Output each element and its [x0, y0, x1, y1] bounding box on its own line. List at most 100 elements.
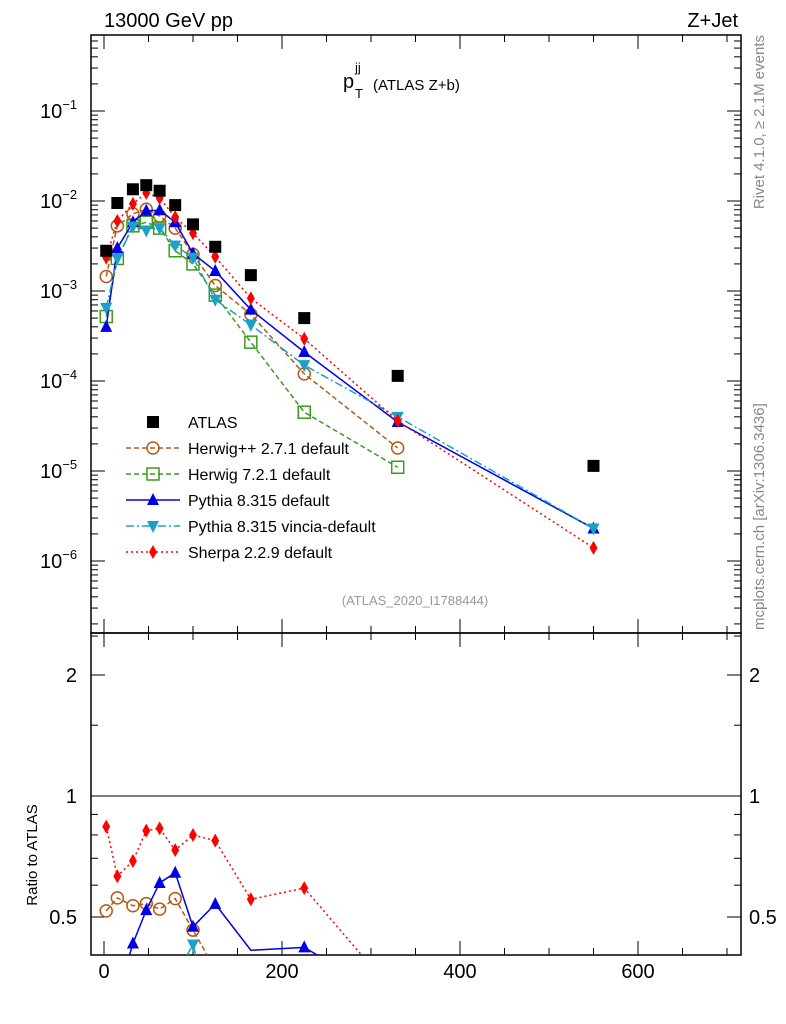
ratio-point-herwig-2-7-1-default: [99, 904, 113, 918]
ratio-tick-label: 0.5: [49, 907, 77, 929]
data-point-pythia-8-315-vincia-default: [209, 294, 222, 307]
x-tick-label: 600: [621, 961, 654, 983]
series-line-sherpa-2-2-9-default: [105, 192, 594, 549]
ratio-point-pythia-8-315-default: [153, 875, 166, 888]
series-line-pythia-8-315-default: [105, 209, 594, 530]
data-point-atlas: [587, 459, 600, 472]
legend-marker-pythia-8-315-vincia-default: [147, 521, 159, 533]
data-point-pythia-8-315-default: [111, 241, 124, 254]
ratio-tick-label: 1: [749, 786, 760, 808]
ratio-point-sherpa-2-2-9-default: [246, 892, 255, 907]
data-point-atlas: [111, 197, 124, 210]
ratio-tick-label: 1: [66, 786, 77, 808]
side-mcplots: mcplots.cern.ch [arXiv:1306.3436]: [751, 403, 768, 630]
data-point-sherpa-2-2-9-default: [113, 213, 122, 228]
data-point-sherpa-2-2-9-default: [300, 331, 309, 346]
ratio-line-sherpa-2-2-9-default: [105, 826, 363, 955]
data-point-pythia-8-315-vincia-default: [169, 240, 182, 253]
ratio-point-herwig-2-7-1-default: [152, 902, 167, 916]
header-left: 13000 GeV pp: [104, 10, 233, 32]
legend-label: Sherpa 2.2.9 default: [188, 545, 333, 562]
legend-marker-pythia-8-315-default: [147, 493, 159, 505]
y-tick-label: 10−4: [40, 367, 77, 393]
data-point-herwig-2-7-1-default: [390, 441, 405, 455]
legend-label: Pythia 8.315 default: [188, 493, 330, 510]
title-rest: (ATLAS Z+b): [373, 77, 460, 94]
x-tick-label: 400: [443, 961, 476, 983]
data-point-atlas: [298, 312, 311, 325]
ratio-ylabel: Ratio to ATLAS: [24, 804, 41, 905]
ratio-point-herwig-2-7-1-default: [126, 898, 140, 913]
legend-marker-herwig-7-2-1-default: [146, 467, 160, 481]
ratio-point-sherpa-2-2-9-default: [102, 819, 111, 834]
legend-label: ATLAS: [188, 415, 238, 432]
axes: [90, 34, 742, 956]
data-point-pythia-8-315-vincia-default: [126, 221, 139, 234]
series-line-herwig-7-2-1-default: [105, 221, 399, 468]
ratio-point-sherpa-2-2-9-default: [155, 821, 164, 836]
data-point-herwig-7-2-1-default: [297, 405, 311, 419]
ratio-point-pythia-8-315-default: [140, 903, 153, 916]
data-point-pythia-8-315-vincia-default: [244, 319, 257, 332]
ratio-point-pythia-8-315-default: [209, 896, 222, 909]
ratio-point-sherpa-2-2-9-default: [211, 833, 220, 848]
title-main: p: [343, 71, 354, 93]
data-point-herwig-2-7-1-default: [99, 269, 113, 284]
ratio-tick-labels: 2 1 0.5 2 1 0.5: [49, 665, 777, 929]
ratio-point-pythia-8-315-default: [298, 940, 311, 953]
data-point-sherpa-2-2-9-default: [211, 249, 220, 264]
data-point-atlas: [153, 184, 166, 197]
y-tick-label: 10−6: [40, 547, 77, 573]
svg-text:p: p: [343, 71, 354, 93]
data-point-sherpa-2-2-9-default: [128, 196, 137, 211]
data-point-atlas: [126, 183, 139, 196]
data-point-pythia-8-315-default: [100, 319, 113, 332]
data-point-pythia-8-315-vincia-default: [140, 225, 153, 238]
title-sub: T: [355, 86, 363, 101]
legend-label: Herwig 7.2.1 default: [188, 467, 331, 484]
ratio-point-sherpa-2-2-9-default: [189, 827, 197, 842]
data-point-herwig-7-2-1-default: [244, 335, 258, 349]
data-point-herwig-7-2-1-default: [390, 460, 405, 475]
y-tick-label: 10−5: [40, 457, 77, 483]
data-point-pythia-8-315-vincia-default: [100, 302, 113, 315]
ratio-tick-label: 0.5: [749, 907, 777, 929]
ratio-point-sherpa-2-2-9-default: [142, 823, 151, 838]
data-point-pythia-8-315-default: [140, 203, 153, 216]
data-point-pythia-8-315-default: [153, 203, 166, 216]
data-point-pythia-8-315-default: [209, 263, 222, 276]
ratio-point-sherpa-2-2-9-default: [113, 869, 122, 884]
data-point-atlas: [391, 369, 404, 382]
ratio-plot-marks: [99, 819, 363, 955]
ratio-line-herwig-2-7-1-default: [105, 896, 208, 955]
data-point-atlas: [140, 179, 153, 192]
data-point-atlas: [187, 218, 199, 231]
legend-label: Pythia 8.315 vincia-default: [188, 519, 376, 536]
title-sup: jj: [354, 60, 361, 75]
y-tick-labels: 10−1 10−2 10−3 10−4 10−5 10−6: [40, 97, 77, 573]
ratio-point-herwig-2-7-1-default: [110, 891, 125, 905]
data-point-atlas: [209, 240, 222, 253]
data-point-pythia-8-315-vincia-default: [298, 360, 311, 373]
series-line-pythia-8-315-vincia-default: [105, 225, 594, 530]
data-point-pythia-8-315-vincia-default: [111, 253, 124, 266]
data-point-pythia-8-315-default: [298, 345, 311, 358]
legend-marker-herwig-2-7-1-default: [146, 441, 160, 455]
plot-title: p jj T (ATLAS Z+b): [343, 60, 460, 101]
ratio-tick-label: 2: [66, 665, 77, 687]
ratio-tick-label: 2: [749, 665, 760, 687]
legend-marker-sherpa-2-2-9-default: [149, 545, 157, 559]
y-tick-label: 10−1: [40, 97, 77, 123]
data-point-atlas: [169, 199, 182, 212]
ratio-point-herwig-2-7-1-default: [168, 891, 182, 906]
data-point-pythia-8-315-vincia-default: [153, 223, 166, 236]
data-point-sherpa-2-2-9-default: [589, 540, 598, 555]
data-point-atlas: [244, 269, 257, 282]
data-point-pythia-8-315-default: [244, 302, 257, 315]
legend-marker-atlas: [147, 416, 159, 428]
x-tick-label: 0: [98, 961, 109, 983]
side-rivet: Rivet 4.1.0, ≥ 2.1M events: [751, 35, 768, 209]
x-tick-labels: 0 200 400 600: [98, 961, 654, 983]
data-point-pythia-8-315-vincia-default: [187, 252, 199, 265]
